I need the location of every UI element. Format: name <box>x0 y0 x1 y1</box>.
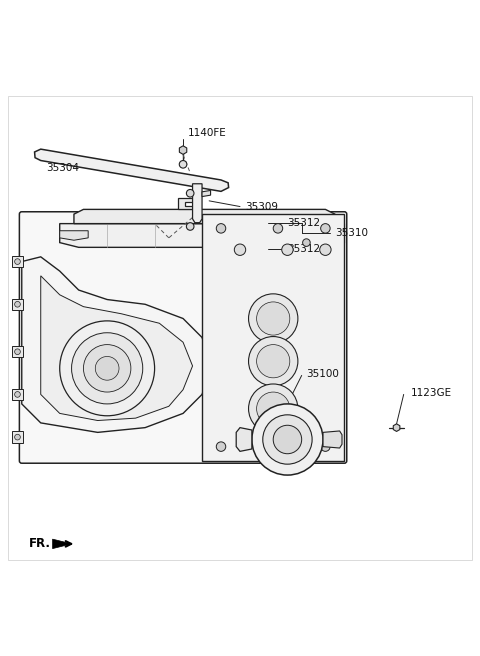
Circle shape <box>14 258 20 264</box>
Polygon shape <box>202 190 211 197</box>
Polygon shape <box>53 539 72 548</box>
Polygon shape <box>180 146 187 154</box>
Bar <box>12 432 23 443</box>
Circle shape <box>302 239 310 247</box>
Circle shape <box>282 244 293 255</box>
Text: 1140FE: 1140FE <box>188 128 227 138</box>
Bar <box>12 256 23 267</box>
Circle shape <box>14 349 20 355</box>
Circle shape <box>273 224 283 233</box>
Circle shape <box>321 224 330 233</box>
Polygon shape <box>22 257 212 432</box>
Circle shape <box>234 244 246 255</box>
Text: 35310: 35310 <box>335 228 368 238</box>
Polygon shape <box>60 231 88 240</box>
Circle shape <box>257 302 290 335</box>
Polygon shape <box>60 224 344 247</box>
Circle shape <box>257 392 290 425</box>
Polygon shape <box>41 276 192 420</box>
Circle shape <box>84 344 131 392</box>
Circle shape <box>96 356 119 380</box>
Polygon shape <box>323 431 342 448</box>
Circle shape <box>273 425 301 454</box>
Circle shape <box>216 224 226 233</box>
Text: FR.: FR. <box>29 537 51 550</box>
Circle shape <box>72 333 143 404</box>
Circle shape <box>186 222 194 230</box>
Text: 1123GE: 1123GE <box>411 388 452 398</box>
Text: 35309: 35309 <box>245 201 278 211</box>
Circle shape <box>60 321 155 416</box>
Circle shape <box>252 404 323 475</box>
Text: 35304: 35304 <box>46 163 79 173</box>
Circle shape <box>257 344 290 378</box>
FancyBboxPatch shape <box>19 212 347 463</box>
Circle shape <box>249 337 298 386</box>
Circle shape <box>186 190 194 197</box>
Text: 35312: 35312 <box>288 218 321 228</box>
Bar <box>12 298 23 310</box>
Circle shape <box>249 384 298 434</box>
Circle shape <box>320 244 331 255</box>
Polygon shape <box>192 184 202 222</box>
Circle shape <box>321 442 330 451</box>
Polygon shape <box>179 198 192 209</box>
Text: 35100: 35100 <box>306 369 339 379</box>
Circle shape <box>14 434 20 440</box>
Polygon shape <box>236 428 252 451</box>
Polygon shape <box>35 149 228 192</box>
Polygon shape <box>202 214 344 461</box>
Circle shape <box>179 161 187 168</box>
Circle shape <box>273 442 283 451</box>
Polygon shape <box>74 209 335 224</box>
Polygon shape <box>393 424 400 432</box>
Text: 35312: 35312 <box>288 244 321 254</box>
Bar <box>12 389 23 400</box>
Circle shape <box>263 415 312 464</box>
Circle shape <box>14 301 20 307</box>
Circle shape <box>249 294 298 343</box>
Circle shape <box>14 392 20 398</box>
Bar <box>12 346 23 358</box>
Circle shape <box>216 442 226 451</box>
